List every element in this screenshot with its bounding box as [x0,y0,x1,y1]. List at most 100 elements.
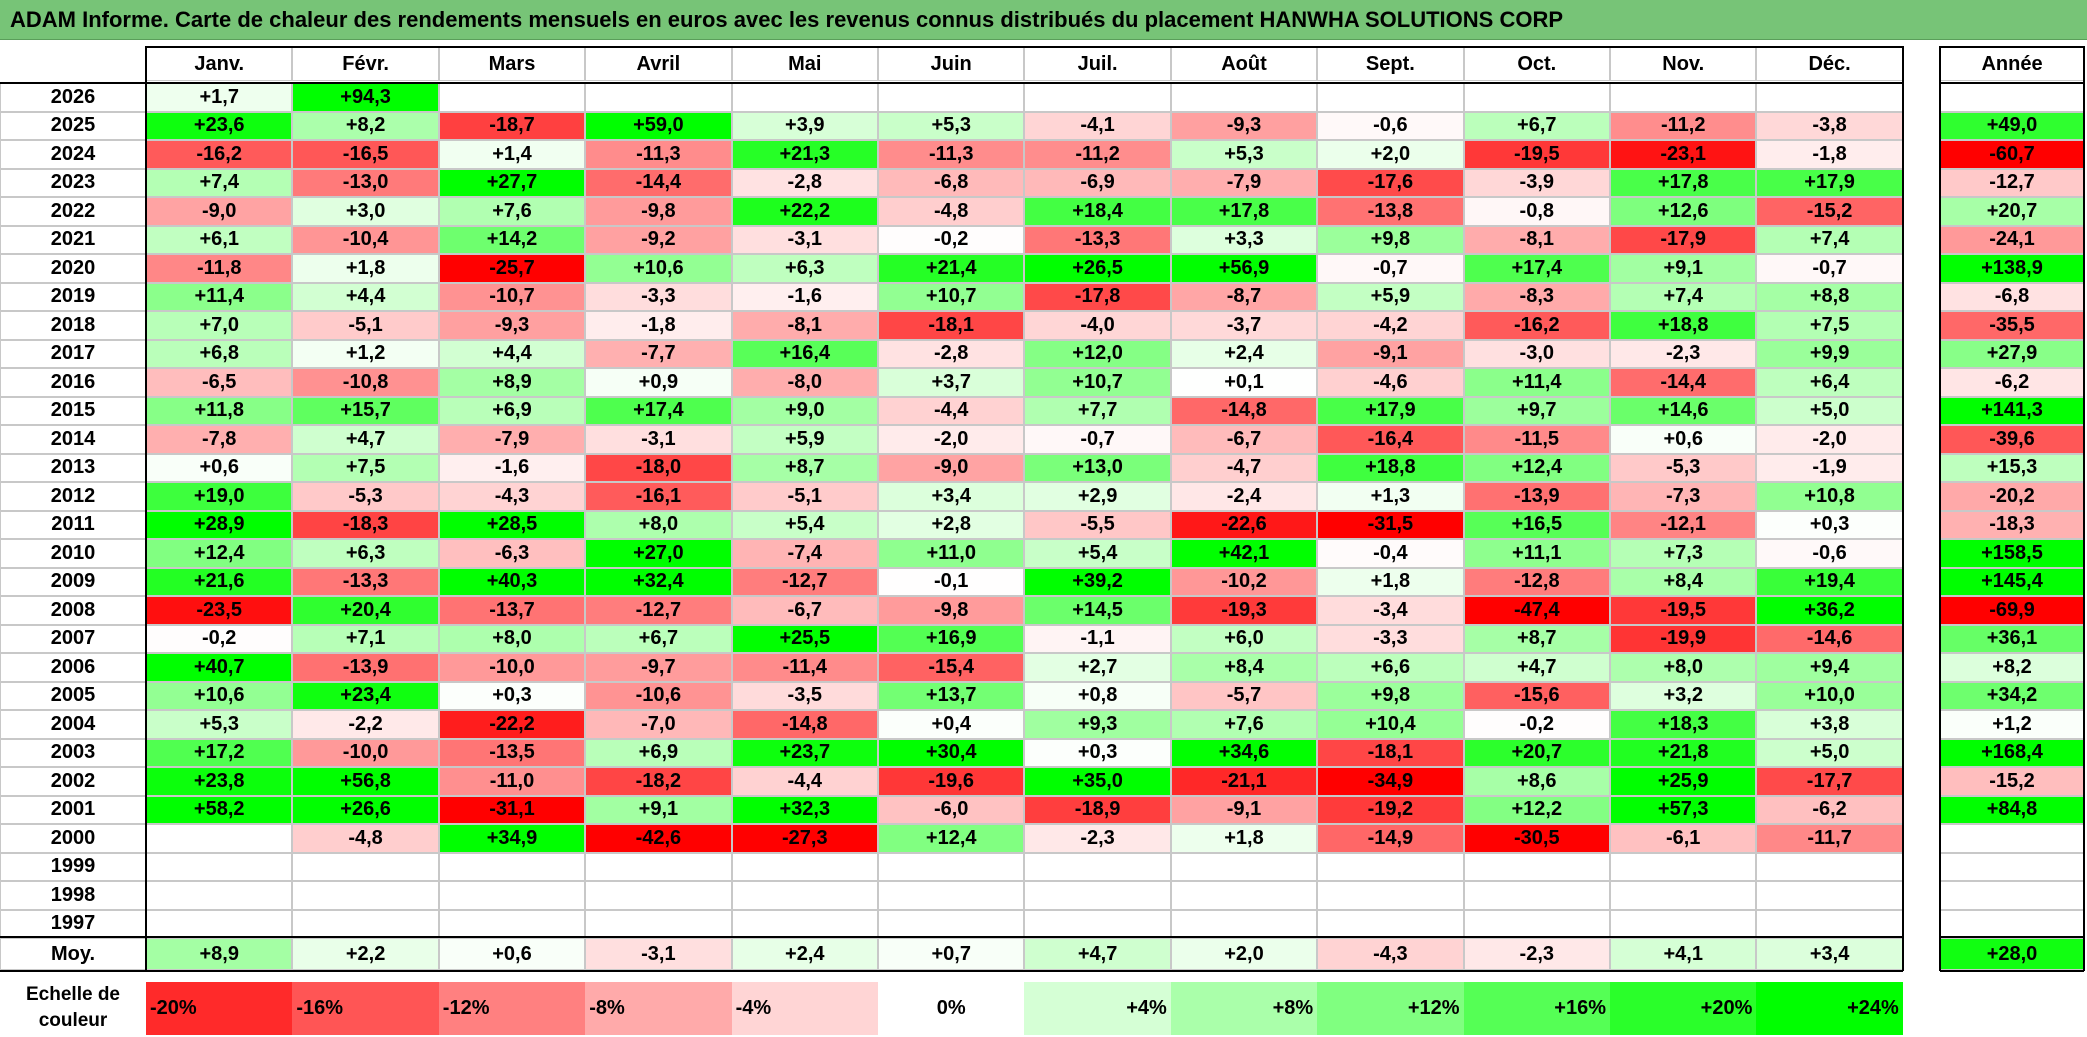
heatmap-cell: +9,8 [1317,681,1464,710]
heatmap-cell: -5,7 [1170,681,1318,710]
heatmap-cell: +7,1 [292,624,439,653]
heatmap-cell: -31,5 [1317,510,1464,539]
heatmap-cell: -7,7 [585,339,732,368]
heatmap-cell: +8,0 [1610,653,1757,682]
heatmap-cell: +7,5 [1756,311,1903,340]
heatmap-cell: +12,4 [146,539,293,568]
heatmap-cell: +34,6 [1170,738,1318,767]
heatmap-cell: +8,4 [1170,653,1318,682]
year-label: 2009 [0,567,146,596]
annual-cell: +84,8 [1940,795,2084,824]
annual-border-avg-top [1940,936,2084,938]
heatmap-cell: -14,6 [1756,624,1903,653]
heatmap-cell: +19,4 [1756,567,1903,596]
heatmap-cell [146,881,293,910]
heatmap-cell [438,83,586,112]
heatmap-cell: -9,1 [1317,339,1464,368]
heatmap-cell: -17,7 [1756,767,1903,796]
heatmap-cell: +0,3 [438,681,586,710]
heatmap-cell: +3,2 [1610,681,1757,710]
heatmap-cell: +21,8 [1610,738,1757,767]
year-label: 2007 [0,624,146,653]
heatmap-cell: -16,2 [1463,311,1610,340]
heatmap-cell: +0,9 [585,368,732,397]
heatmap-cell: +27,7 [438,168,586,197]
heatmap-cell: -10,6 [585,681,732,710]
month-header: Avril [585,47,732,81]
scale-swatch: -20% [146,982,293,1035]
heatmap-cell [585,852,732,881]
heatmap-cell: -11,4 [731,653,878,682]
heatmap-cell: +0,8 [1024,681,1171,710]
heatmap-cell: -13,8 [1317,197,1464,226]
heatmap-cell: +0,1 [1170,368,1318,397]
heatmap-cell: -0,6 [1317,111,1464,140]
heatmap-cell: -23,1 [1610,140,1757,169]
heatmap-cell: -11,8 [146,254,293,283]
heatmap-cell [292,881,439,910]
heatmap-cell: -31,1 [438,795,586,824]
heatmap-cell: +39,2 [1024,567,1171,596]
heatmap-cell: -11,2 [1610,111,1757,140]
heatmap-cell: -13,3 [1024,225,1171,254]
scale-swatch: -12% [438,982,586,1035]
heatmap-cell: -0,7 [1756,254,1903,283]
heatmap-cell: +1,2 [292,339,439,368]
heatmap-cell: +7,0 [146,311,293,340]
heatmap-cell: +7,6 [438,197,586,226]
heatmap-cell: -7,0 [585,710,732,739]
heatmap-cell: +56,9 [1170,254,1318,283]
heatmap-cell: -11,0 [438,767,586,796]
heatmap-cell [585,83,732,112]
annual-cell: +8,2 [1940,653,2084,682]
heatmap-cell: -17,9 [1610,225,1757,254]
heatmap-cell: -17,8 [1024,282,1171,311]
annual-border-avg-bottom [1940,970,2084,972]
scale-swatch: -4% [731,982,878,1035]
month-header: Mai [731,47,878,81]
heatmap-cell [1463,881,1610,910]
heatmap-cell: +8,7 [731,453,878,482]
heatmap-cell: +1,4 [438,140,586,169]
heatmap-cell: +8,9 [438,368,586,397]
annual-border-right [2083,46,2085,971]
heatmap-cell [1170,881,1318,910]
heatmap-cell: +7,5 [292,453,439,482]
heatmap-cell: +4,4 [292,282,439,311]
heatmap-cell [1610,909,1757,938]
heatmap-cell: -23,5 [146,596,293,625]
annual-cell [1940,83,2084,112]
annual-cell: -12,7 [1940,168,2084,197]
heatmap-cell: -18,7 [438,111,586,140]
heatmap-cell: +2,4 [1170,339,1318,368]
heatmap-cell: +0,4 [878,710,1025,739]
chart-title: ADAM Informe. Carte de chaleur des rende… [10,7,1564,32]
heatmap-cell: +18,3 [1610,710,1757,739]
heatmap-cell: +16,9 [878,624,1025,653]
heatmap-cell: -18,1 [878,311,1025,340]
heatmap-cell: -1,8 [1756,140,1903,169]
heatmap-cell: -7,3 [1610,482,1757,511]
heatmap-cell: -14,8 [731,710,878,739]
heatmap-cell: -25,7 [438,254,586,283]
month-header: Févr. [292,47,439,81]
average-cell: -2,3 [1463,938,1610,970]
heatmap-cell: -18,9 [1024,795,1171,824]
heatmap-cell: +7,6 [1170,710,1318,739]
heatmap-cell: +17,4 [585,396,732,425]
heatmap-cell: -3,1 [731,225,878,254]
heatmap-cell: -11,2 [1024,140,1171,169]
heatmap-cell: +3,8 [1756,710,1903,739]
heatmap-cell: -3,4 [1317,596,1464,625]
annual-cell: -69,9 [1940,596,2084,625]
heatmap-cell: -4,0 [1024,311,1171,340]
heatmap-cell: +12,4 [878,824,1025,853]
heatmap-cell: -19,5 [1463,140,1610,169]
heatmap-cell [292,909,439,938]
heatmap-cell: +0,6 [1610,425,1757,454]
heatmap-cell: +4,7 [292,425,439,454]
heatmap-cell: -8,3 [1463,282,1610,311]
annual-cell [1940,909,2084,938]
heatmap-cell [1610,881,1757,910]
heatmap-cell: -18,2 [585,767,732,796]
